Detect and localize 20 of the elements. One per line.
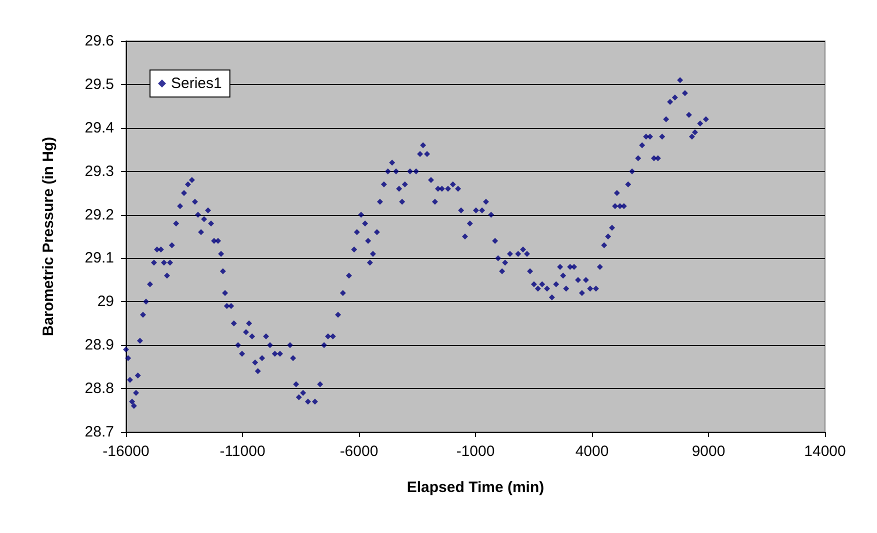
y-tick-label: 28.9: [84, 336, 114, 354]
y-tick-label: 29.3: [84, 162, 114, 180]
x-axis-title: Elapsed Time (min): [406, 479, 544, 496]
x-tick-label: 9000: [692, 443, 726, 460]
y-axis-title: Barometric Pressure (in Hg): [40, 136, 57, 336]
legend-label: Series1: [171, 75, 222, 92]
y-tick-label: 28.7: [84, 424, 114, 440]
y-tick-label: 29.1: [84, 250, 114, 267]
x-tick-label: -11000: [220, 443, 266, 460]
x-tick-label: -6000: [340, 443, 378, 460]
y-tick-label: 29: [97, 293, 114, 310]
x-tick-label: -16000: [102, 443, 150, 460]
x-tick-label: 14000: [804, 443, 846, 460]
x-tick-label: -1000: [456, 443, 495, 460]
y-tick-label: 29.5: [84, 76, 114, 93]
y-tick-label: 29.2: [84, 206, 114, 224]
y-tick-label: 28.8: [84, 380, 114, 398]
y-tick-label: 29.4: [84, 119, 114, 136]
x-tick-label: 4000: [575, 443, 609, 460]
y-tick-label: 29.6: [84, 32, 114, 50]
